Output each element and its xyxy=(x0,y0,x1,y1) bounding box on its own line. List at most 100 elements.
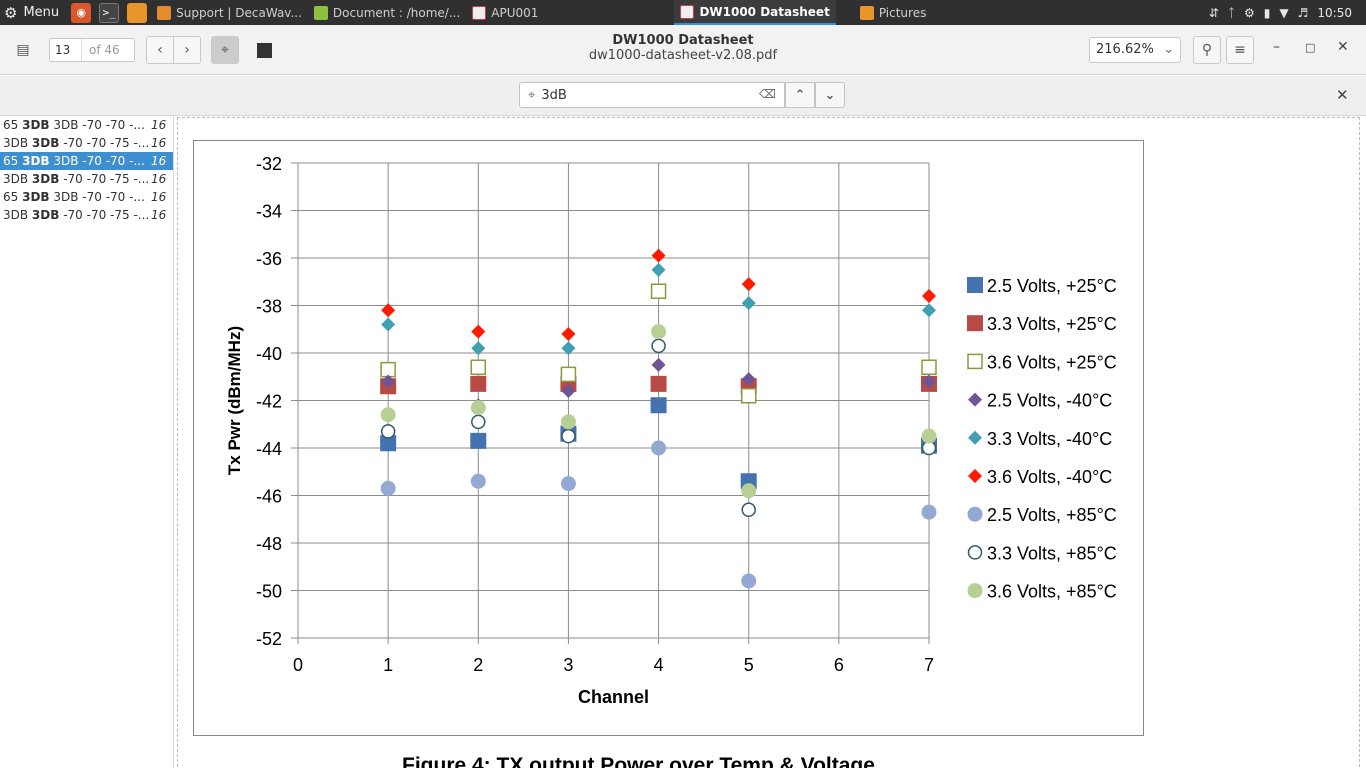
legend-label: 2.5 Volts, +85°C xyxy=(987,505,1117,525)
data-point xyxy=(471,414,486,430)
legend-marker xyxy=(968,430,982,445)
search-results-sidebar: 65 3DB 3DB -70 -70 -... 16 3DB 3DB -70 -70… xyxy=(0,116,174,768)
x-tick-label: 5 xyxy=(744,655,754,675)
menu-button[interactable]: ⚙ Menu xyxy=(0,0,67,25)
document-header-bar: ▤ 13 of 46 ‹ › ⌖ DW1000 Datasheet dw1000… xyxy=(0,25,1366,75)
page-current[interactable]: 13 xyxy=(50,39,82,61)
find-next-button[interactable]: ⌄ xyxy=(815,82,845,108)
search-result-item[interactable]: 3DB 3DB -70 -70 -75 -... 16 xyxy=(0,206,173,224)
data-point xyxy=(741,296,756,311)
legend-label: 3.3 Volts, +85°C xyxy=(987,543,1117,563)
find-toggle-icon[interactable]: ⚲ xyxy=(1193,36,1221,64)
result-prefix: 65 xyxy=(3,154,23,168)
legend-label: 3.6 Volts, +25°C xyxy=(987,352,1117,372)
search-result-item[interactable]: 65 3DB 3DB -70 -70 -... 16 xyxy=(0,152,173,170)
result-prefix: 3DB xyxy=(3,208,32,222)
firefox-launcher-icon[interactable]: ◉ xyxy=(71,2,92,23)
text-editor-icon xyxy=(313,5,328,20)
close-find-icon[interactable]: ✕ xyxy=(1336,86,1349,104)
x-tick-label: 6 xyxy=(834,655,844,675)
search-result-text: 3DB 3DB -70 -70 -75 -... xyxy=(3,206,151,224)
data-point xyxy=(470,375,487,392)
taskbar-item-support[interactable]: Support | DecaWav... xyxy=(151,0,308,25)
zoom-selector[interactable]: 216.62% ⌄ xyxy=(1089,37,1181,63)
document-view[interactable]: -32 -34 -36 -38 -40 -42 -44 -46 -48 -50 -52 0 1 2 3 4 5 6… xyxy=(175,116,1366,768)
data-point xyxy=(470,359,487,375)
volume-icon[interactable]: ♬ xyxy=(1297,5,1309,20)
bluetooth-icon[interactable]: ᛏ xyxy=(1227,5,1236,20)
x-tick-label: 4 xyxy=(654,655,664,675)
y-tick-label: -38 xyxy=(256,297,282,317)
result-prefix: 3DB xyxy=(3,172,32,186)
search-result-text: 65 3DB 3DB -70 -70 -... xyxy=(3,116,151,134)
page-number-field[interactable]: 13 of 46 xyxy=(49,38,135,62)
y-tick-label: -42 xyxy=(256,392,282,412)
legend-label: 3.6 Volts, +85°C xyxy=(987,582,1117,602)
taskbar-item-apu001[interactable]: APU001 xyxy=(466,0,544,25)
result-suffix: 3DB -70 -70 -... xyxy=(49,118,145,132)
locate-icon[interactable]: ⌖ xyxy=(211,36,239,64)
data-point xyxy=(651,357,666,372)
search-result-page: 16 xyxy=(151,154,167,168)
search-result-item[interactable]: 3DB 3DB -70 -70 -75 -... 16 xyxy=(0,170,173,188)
data-point xyxy=(470,400,486,416)
legend-marker xyxy=(967,583,983,599)
window-close-icon[interactable]: ✕ xyxy=(1337,39,1349,55)
y-tick-label: -48 xyxy=(256,534,282,554)
x-tick-label: 7 xyxy=(924,655,934,675)
sidebar-toggle-icon[interactable]: ▤ xyxy=(16,42,30,58)
terminal-launcher-icon[interactable]: >_ xyxy=(99,2,120,23)
previous-page-button[interactable]: ‹ xyxy=(146,36,174,64)
browser-icon xyxy=(157,5,172,20)
folder-icon xyxy=(859,5,874,20)
task-label: APU001 xyxy=(491,5,539,20)
clock[interactable]: 10:50 xyxy=(1317,5,1352,20)
menu-label: Menu xyxy=(23,5,60,20)
search-query[interactable]: 3dB xyxy=(541,87,567,103)
data-point xyxy=(651,248,666,263)
search-result-item[interactable]: 3DB 3DB -70 -70 -75 -... 16 xyxy=(0,134,173,152)
clear-search-icon[interactable]: ⌫ xyxy=(759,87,776,101)
y-tick-label: -50 xyxy=(256,582,282,602)
hamburger-menu-icon[interactable]: ≡ xyxy=(1226,36,1254,64)
legend-marker xyxy=(967,353,983,370)
search-result-item[interactable]: 65 3DB 3DB -70 -70 -... 16 xyxy=(0,188,173,206)
y-tick-label: -52 xyxy=(256,629,282,649)
data-point xyxy=(741,483,757,499)
data-point xyxy=(651,262,666,277)
taskbar-item-pictures[interactable]: Pictures xyxy=(854,0,933,25)
search-icon: ⌖ xyxy=(528,87,536,103)
next-page-button[interactable]: › xyxy=(173,36,201,64)
data-point xyxy=(651,324,667,340)
search-result-item[interactable]: 65 3DB 3DB -70 -70 -... 16 xyxy=(0,116,173,134)
task-label: DW1000 Datasheet xyxy=(699,4,830,19)
legend-label: 2.5 Volts, -40°C xyxy=(987,391,1112,411)
result-prefix: 65 xyxy=(3,118,23,132)
network-status-icon[interactable]: ⇵ xyxy=(1208,5,1219,20)
data-point xyxy=(470,473,486,489)
task-label: Document : /home/... xyxy=(332,5,461,20)
data-point xyxy=(650,283,667,299)
data-point xyxy=(380,480,396,496)
task-label: Support | DecaWav... xyxy=(176,5,302,20)
taskbar-item-dw1000[interactable]: DW1000 Datasheet xyxy=(674,0,836,25)
search-result-page: 16 xyxy=(151,208,167,222)
y-tick-label: -32 xyxy=(256,154,282,174)
maximize-icon[interactable]: □ xyxy=(1305,41,1316,54)
result-match: 3DB xyxy=(22,190,50,204)
presentation-mode-button[interactable] xyxy=(250,36,278,64)
wifi-icon[interactable]: ▼ xyxy=(1279,5,1289,20)
battery-icon[interactable]: ▮ xyxy=(1263,5,1271,20)
minimize-icon[interactable]: – xyxy=(1273,39,1280,55)
chart-frame: -32 -34 -36 -38 -40 -42 -44 -46 -48 -50 -52 0 1 2 3 4 5 6… xyxy=(193,140,1144,736)
page-border xyxy=(177,117,1360,768)
data-point xyxy=(381,317,396,332)
data-point xyxy=(470,432,487,449)
search-input[interactable]: ⌖ 3dB ⌫ xyxy=(519,82,785,108)
taskbar-item-document[interactable]: Document : /home/... xyxy=(308,0,466,25)
find-previous-button[interactable]: ⌃ xyxy=(785,82,815,108)
data-point xyxy=(560,414,576,430)
files-launcher-icon[interactable] xyxy=(127,2,148,23)
x-tick-label: 1 xyxy=(383,655,393,675)
settings-icon[interactable]: ⚙ xyxy=(1244,5,1255,20)
